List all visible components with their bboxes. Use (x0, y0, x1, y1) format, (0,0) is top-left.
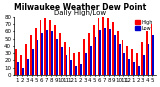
Bar (44, 18, 46, 75)
Bar (35, 28, 37, 75)
Bar (117, 31, 119, 75)
Bar (41, 33, 43, 75)
Bar (136, 53, 138, 75)
Bar (75, 66, 77, 75)
Bar (61, 47, 63, 75)
Bar (49, 19, 51, 75)
Bar (148, 44, 149, 75)
Bar (16, 50, 17, 75)
Bar (20, 55, 22, 75)
Bar (95, 37, 96, 75)
Legend: High, Low: High, Low (134, 19, 153, 32)
Bar (151, 24, 152, 75)
Bar (128, 59, 130, 75)
Bar (90, 46, 92, 75)
Text: Milwaukee Weather Dew Point: Milwaukee Weather Dew Point (14, 3, 146, 12)
Bar (59, 33, 61, 75)
Bar (78, 52, 80, 75)
Bar (17, 62, 19, 75)
Bar (109, 29, 111, 75)
Bar (85, 53, 87, 75)
Bar (143, 55, 145, 75)
Bar (131, 50, 133, 75)
Bar (40, 20, 41, 75)
Bar (98, 18, 99, 75)
Bar (27, 59, 29, 75)
Bar (25, 44, 27, 75)
Bar (83, 39, 85, 75)
Text: Daily High/Low: Daily High/Low (54, 10, 106, 16)
Bar (104, 28, 106, 75)
Bar (70, 60, 72, 75)
Bar (32, 50, 34, 75)
Bar (99, 30, 101, 75)
Bar (138, 66, 140, 75)
Bar (152, 35, 154, 75)
Bar (51, 31, 53, 75)
Bar (107, 18, 109, 75)
Bar (46, 30, 48, 75)
Bar (69, 47, 70, 75)
Bar (124, 53, 125, 75)
Bar (37, 40, 38, 75)
Bar (64, 42, 66, 75)
Bar (102, 17, 104, 75)
Bar (54, 25, 56, 75)
Bar (146, 31, 148, 75)
Bar (22, 68, 24, 75)
Bar (127, 46, 128, 75)
Bar (88, 33, 90, 75)
Bar (93, 25, 95, 75)
Bar (80, 64, 82, 75)
Bar (114, 35, 116, 75)
Bar (133, 62, 135, 75)
Bar (73, 53, 75, 75)
Bar (66, 55, 67, 75)
Bar (141, 42, 143, 75)
Bar (56, 39, 58, 75)
Bar (119, 44, 120, 75)
Bar (122, 40, 124, 75)
Bar (112, 22, 114, 75)
Bar (30, 35, 32, 75)
